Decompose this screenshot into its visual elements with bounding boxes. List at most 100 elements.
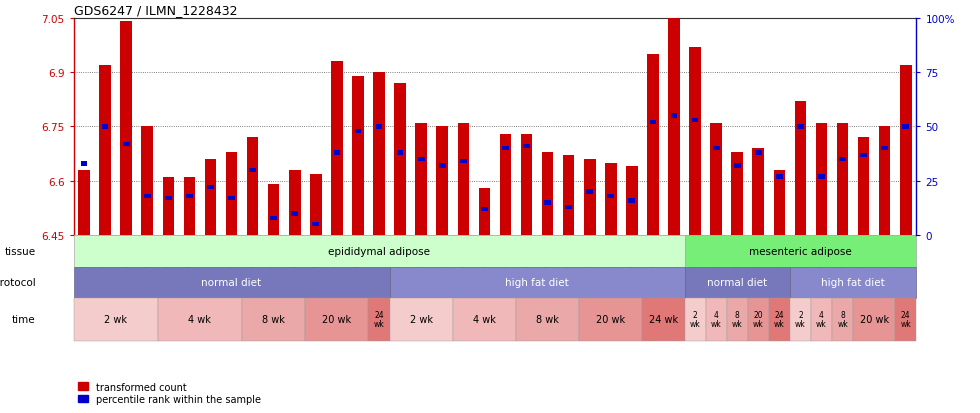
Bar [333, 151, 340, 155]
Bar [453, 298, 516, 341]
Text: 20 wk: 20 wk [596, 315, 625, 325]
Text: 24
wk: 24 wk [774, 311, 785, 328]
Bar [839, 157, 846, 162]
Bar [249, 169, 256, 173]
Bar [436, 127, 448, 235]
Legend: transformed count, percentile rank within the sample: transformed count, percentile rank withi… [78, 382, 261, 404]
Text: 2 wk: 2 wk [104, 315, 127, 325]
Bar [225, 152, 237, 235]
Bar [647, 55, 659, 235]
Bar [247, 138, 259, 235]
Bar [478, 189, 490, 235]
Text: 2
wk: 2 wk [795, 311, 806, 328]
Text: high fat diet: high fat diet [505, 278, 569, 287]
Bar [516, 298, 579, 341]
Text: 20
wk: 20 wk [753, 311, 763, 328]
Bar [331, 62, 343, 235]
Text: 2
wk: 2 wk [690, 311, 701, 328]
Bar [270, 216, 277, 221]
Text: mesenteric adipose: mesenteric adipose [749, 246, 852, 256]
Bar [712, 147, 719, 151]
Text: 4 wk: 4 wk [473, 315, 496, 325]
Bar [375, 125, 382, 129]
Bar [668, 19, 680, 235]
Bar [368, 298, 390, 341]
Bar [121, 22, 132, 235]
Bar [228, 197, 235, 201]
Bar [74, 267, 390, 298]
Bar [417, 157, 424, 162]
Bar [773, 171, 785, 235]
Text: epididymal adipose: epididymal adipose [328, 246, 430, 256]
Bar [416, 123, 427, 235]
Text: 4
wk: 4 wk [816, 311, 827, 328]
Text: tissue: tissue [5, 246, 35, 256]
Bar [289, 171, 301, 235]
Bar [563, 156, 574, 235]
Text: 24
wk: 24 wk [373, 311, 384, 328]
Bar [670, 114, 677, 119]
Bar [291, 212, 298, 216]
Text: 8
wk: 8 wk [837, 311, 848, 328]
Bar [731, 152, 743, 235]
Bar [78, 171, 90, 235]
Bar [881, 147, 888, 151]
Bar [390, 298, 453, 341]
Bar [832, 298, 854, 341]
Bar [523, 145, 530, 149]
Text: 20 wk: 20 wk [859, 315, 889, 325]
Bar [769, 298, 790, 341]
Text: 4 wk: 4 wk [188, 315, 212, 325]
Text: high fat diet: high fat diet [821, 278, 885, 287]
Bar [755, 151, 761, 155]
Bar [790, 298, 811, 341]
Text: 24
wk: 24 wk [901, 311, 911, 328]
Bar [352, 76, 364, 235]
Text: time: time [12, 315, 35, 325]
Bar [520, 134, 532, 235]
Bar [815, 123, 827, 235]
Bar [183, 178, 195, 235]
Bar [74, 235, 685, 267]
Bar [122, 142, 129, 147]
Bar [727, 298, 748, 341]
Bar [626, 167, 638, 235]
Bar [397, 151, 404, 155]
Text: 8 wk: 8 wk [536, 315, 559, 325]
Bar [628, 199, 635, 203]
Bar [458, 123, 469, 235]
Bar [692, 119, 699, 123]
Bar [390, 267, 685, 298]
Bar [158, 298, 242, 341]
Text: 4
wk: 4 wk [710, 311, 721, 328]
Bar [837, 123, 849, 235]
Bar [102, 125, 109, 129]
Bar [141, 127, 153, 235]
Bar [242, 298, 306, 341]
Bar [854, 298, 896, 341]
Bar [74, 298, 158, 341]
Bar [439, 164, 446, 169]
Bar [650, 121, 657, 125]
Text: 8 wk: 8 wk [263, 315, 285, 325]
Bar [811, 298, 832, 341]
Bar [776, 175, 783, 179]
Bar [306, 298, 368, 341]
Bar [207, 186, 214, 190]
Bar [753, 149, 764, 235]
Bar [858, 138, 869, 235]
Bar [460, 160, 466, 164]
Bar [879, 127, 891, 235]
Bar [542, 152, 554, 235]
Bar [860, 153, 867, 157]
Bar [710, 123, 722, 235]
Bar [797, 125, 804, 129]
Bar [579, 298, 643, 341]
Bar [685, 235, 916, 267]
Bar [584, 160, 596, 235]
Bar [903, 125, 909, 129]
Bar [565, 205, 572, 209]
Bar [643, 298, 685, 341]
Bar [689, 47, 701, 235]
Bar [205, 160, 217, 235]
